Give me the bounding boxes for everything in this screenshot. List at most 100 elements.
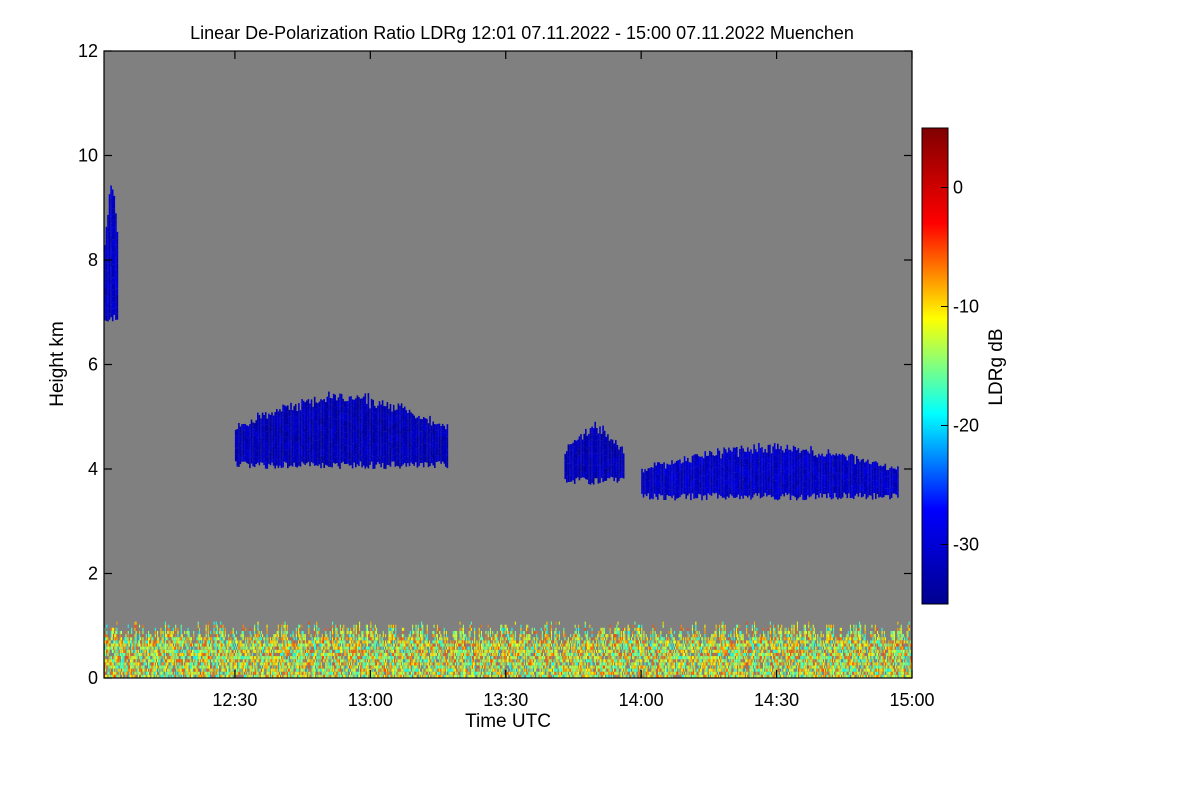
ldr-cell (838, 472, 841, 479)
ldr-cell (171, 634, 173, 638)
ldr-cell (573, 477, 576, 484)
ldr-cell (107, 665, 109, 669)
ldr-cell (254, 634, 256, 638)
ldr-cell (416, 417, 419, 424)
ldr-cell (213, 640, 215, 644)
ldr-cell (172, 674, 174, 678)
ldr-cell (176, 668, 178, 672)
ldr-cell (332, 456, 335, 463)
ldr-cell (154, 637, 156, 641)
ldr-cell (585, 441, 587, 448)
ldr-cell (320, 455, 322, 462)
ldr-cell (819, 461, 822, 469)
ldr-cell (120, 656, 122, 660)
ldr-cell (105, 233, 108, 240)
ldr-cell (734, 485, 736, 492)
ldr-cell (227, 649, 229, 653)
ldr-cell (212, 652, 214, 656)
ldr-cell (351, 430, 354, 438)
ldr-cell (778, 455, 781, 462)
ldr-cell (128, 656, 130, 660)
ldr-cell (128, 643, 130, 647)
ldr-cell (427, 423, 430, 430)
ldr-cell (432, 421, 434, 428)
ldr-cell (892, 468, 894, 475)
ldr-cell (177, 634, 179, 638)
ldr-cell (761, 484, 763, 492)
ldr-cell (602, 475, 604, 483)
ldr-cell (734, 466, 736, 473)
ldr-cell (277, 656, 279, 660)
ldr-cell (731, 464, 733, 471)
ldr-cell (224, 631, 226, 635)
ldr-cell (207, 640, 209, 644)
ldr-cell (246, 668, 248, 672)
ldr-cell (786, 463, 789, 470)
ldr-cell (273, 640, 275, 644)
ldr-cell (274, 643, 276, 647)
ldr-cell (784, 486, 787, 493)
ldr-cell (281, 634, 283, 638)
ldr-cell (151, 637, 153, 641)
ldr-cell (285, 437, 288, 444)
ldr-cell (268, 649, 270, 653)
ldr-cell (837, 486, 839, 494)
ldr-cell (273, 659, 275, 663)
ldr-cell (197, 621, 199, 625)
ldr-cell (171, 656, 173, 660)
ldr-cell (440, 432, 442, 439)
ldr-cell (154, 646, 156, 650)
ldr-cell (104, 295, 106, 302)
ldr-cell (229, 662, 231, 666)
ldr-cell (392, 417, 395, 424)
ldr-cell (124, 637, 126, 641)
ldr-cell (797, 454, 800, 461)
ldr-cell (212, 665, 214, 669)
ldr-cell (244, 449, 246, 456)
ldr-cell (222, 646, 224, 650)
ldr-cell (111, 195, 114, 203)
ldr-cell (151, 640, 153, 644)
ldr-cell (291, 671, 293, 675)
ldr-cell (407, 419, 409, 426)
ldr-cell (122, 652, 124, 656)
ldr-cell (605, 461, 608, 469)
ldr-cell (318, 665, 320, 669)
ldr-cell (207, 659, 209, 663)
ldr-cell (570, 475, 573, 482)
ldr-cell (663, 481, 665, 488)
ldr-cell (108, 200, 111, 207)
ldr-cell (155, 674, 157, 678)
ldr-cell (683, 468, 686, 476)
ldr-cell (342, 449, 344, 456)
ldr-cell (698, 475, 700, 482)
ldr-cell (282, 671, 284, 675)
ldr-cell (762, 477, 765, 484)
ldr-cell (580, 446, 582, 453)
ldr-cell (355, 429, 357, 436)
ldr-cell (726, 452, 729, 459)
ldr-cell (813, 474, 815, 481)
ldr-cell (867, 484, 869, 491)
ldr-cell (862, 471, 864, 478)
ldr-cell (291, 656, 293, 660)
ldr-cell (671, 479, 673, 486)
ldr-cell (698, 468, 700, 476)
ldr-cell (773, 468, 776, 475)
ldr-cell (277, 659, 279, 663)
ldr-cell (720, 464, 722, 471)
ldr-cell (399, 430, 401, 438)
ldr-cell (160, 665, 162, 669)
ldr-cell (380, 410, 382, 418)
ldr-cell (145, 662, 147, 666)
ldr-cell (122, 668, 124, 672)
ldr-cell (310, 418, 313, 425)
ldr-cell (388, 408, 390, 416)
ldr-cell (122, 662, 124, 666)
ldr-cell (356, 408, 359, 415)
ldr-cell (299, 659, 301, 663)
ldr-cell (287, 418, 289, 425)
ldr-cell (375, 445, 378, 452)
ldr-cell (674, 462, 676, 469)
ldr-cell (859, 480, 861, 487)
